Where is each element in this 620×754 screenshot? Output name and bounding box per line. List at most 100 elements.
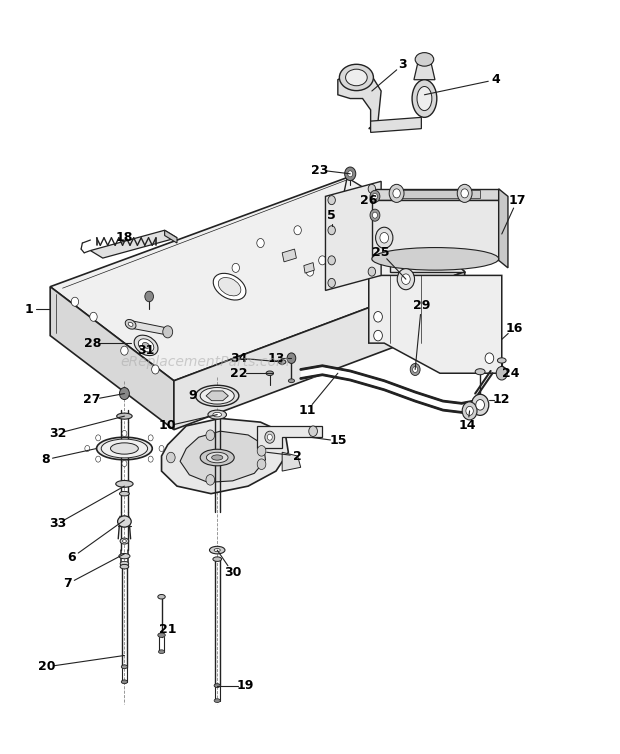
Ellipse shape [278,360,286,364]
Text: eReplacementParts.com: eReplacementParts.com [120,355,290,369]
Text: 26: 26 [360,194,378,207]
Ellipse shape [143,342,149,348]
Ellipse shape [200,449,234,466]
Ellipse shape [210,547,225,554]
Text: 9: 9 [188,389,197,403]
Ellipse shape [372,247,498,270]
Circle shape [257,238,264,247]
Text: 29: 29 [413,299,430,312]
Text: 20: 20 [38,661,56,673]
Circle shape [95,456,100,462]
Ellipse shape [128,322,133,326]
Text: 30: 30 [224,566,241,579]
Text: 6: 6 [68,551,76,564]
Ellipse shape [118,516,131,527]
Circle shape [402,274,410,284]
Text: 4: 4 [491,73,500,86]
Circle shape [121,346,128,355]
Ellipse shape [122,665,128,669]
Circle shape [328,278,335,287]
Text: 2: 2 [293,449,302,462]
Polygon shape [165,230,177,243]
Ellipse shape [110,443,138,454]
Circle shape [374,311,383,322]
Ellipse shape [120,565,129,569]
Circle shape [373,212,378,218]
Circle shape [476,400,484,410]
Circle shape [380,232,389,243]
Circle shape [159,446,164,452]
Text: 33: 33 [49,517,66,530]
Circle shape [206,430,215,440]
Text: 25: 25 [373,247,390,259]
Circle shape [152,365,159,374]
Ellipse shape [200,388,234,404]
Polygon shape [257,426,322,449]
Ellipse shape [213,412,221,417]
Ellipse shape [214,684,220,688]
Polygon shape [369,275,502,373]
Circle shape [374,330,383,341]
Circle shape [148,435,153,441]
Circle shape [389,184,404,202]
Circle shape [397,268,415,290]
Circle shape [287,353,296,363]
Circle shape [122,431,127,437]
Circle shape [265,431,275,443]
Text: 11: 11 [298,404,316,418]
Ellipse shape [339,64,373,90]
Text: 8: 8 [41,453,50,466]
Polygon shape [282,452,301,471]
Ellipse shape [208,410,226,419]
Circle shape [376,227,393,248]
Ellipse shape [213,274,246,300]
Ellipse shape [122,680,128,684]
Ellipse shape [117,413,132,419]
Polygon shape [338,72,381,129]
Circle shape [393,188,401,198]
Ellipse shape [120,492,130,496]
Circle shape [206,474,215,485]
Circle shape [461,188,468,198]
Circle shape [410,363,420,375]
Circle shape [345,167,356,180]
Circle shape [267,434,272,440]
Circle shape [348,171,353,176]
Polygon shape [180,431,265,483]
Bar [391,190,480,198]
Text: 13: 13 [267,351,285,365]
Circle shape [309,426,317,437]
Text: 12: 12 [493,393,510,406]
Circle shape [167,452,175,463]
Text: 27: 27 [84,393,101,406]
Circle shape [328,225,335,234]
Circle shape [328,195,335,204]
Ellipse shape [497,358,506,363]
Ellipse shape [125,320,136,329]
Text: 1: 1 [24,303,33,316]
Circle shape [306,267,314,276]
Ellipse shape [288,379,294,382]
Ellipse shape [218,277,241,296]
Circle shape [471,394,489,415]
Text: 23: 23 [311,164,328,176]
Ellipse shape [475,369,485,375]
Polygon shape [131,320,171,336]
Text: 10: 10 [159,419,177,433]
Polygon shape [498,188,508,268]
Ellipse shape [415,53,434,66]
Ellipse shape [214,699,220,703]
Circle shape [90,312,97,321]
Circle shape [294,225,301,234]
Circle shape [257,446,266,456]
Ellipse shape [345,69,367,86]
Circle shape [95,435,100,441]
Ellipse shape [97,437,153,460]
Circle shape [85,446,90,452]
Polygon shape [372,188,498,200]
Text: 14: 14 [459,419,477,433]
Text: 16: 16 [505,321,523,335]
Circle shape [328,256,335,265]
Ellipse shape [158,633,166,637]
Polygon shape [162,418,288,494]
